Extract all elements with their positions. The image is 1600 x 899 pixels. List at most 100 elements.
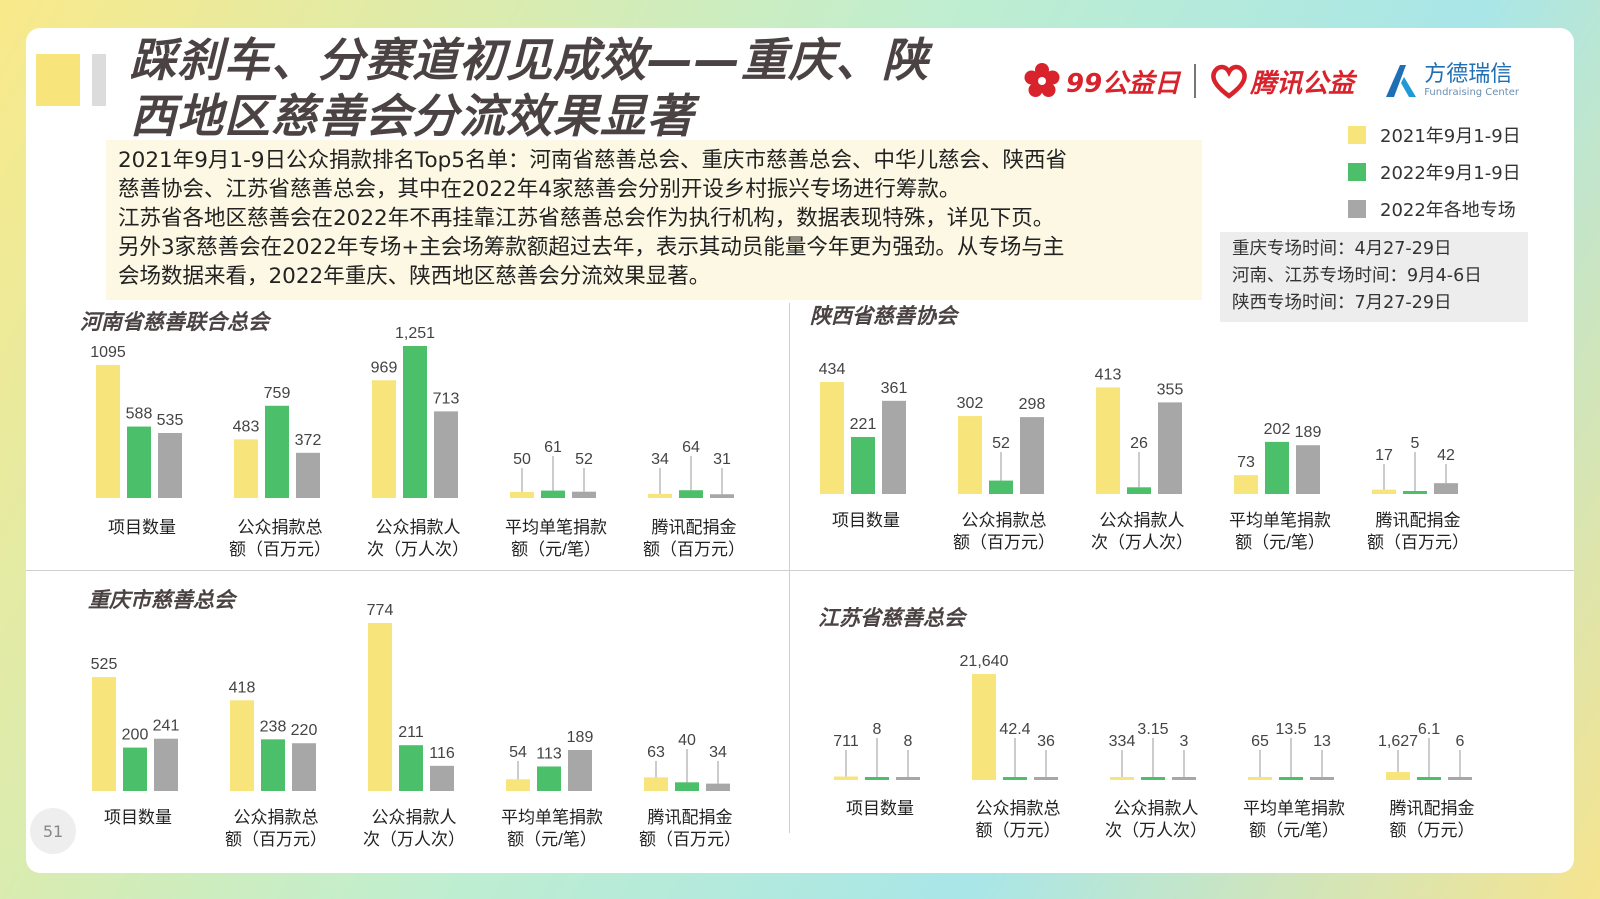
data-label: 200 [122, 727, 149, 744]
bar-2021 [834, 776, 858, 780]
data-label: 8 [904, 733, 913, 750]
page-title: 踩刹车、分赛道初见成效——重庆、陕 西地区慈善会分流效果显著 [130, 32, 990, 144]
panel-title-henan: 河南省慈善联合总会 [80, 310, 269, 334]
data-label: 525 [91, 656, 118, 673]
bar-special [154, 738, 178, 791]
summary-line: 另外3家慈善会在2022年专场+主会场筹款额超过去年，表示其动员能量今年更为强劲… [118, 235, 1065, 260]
a-mark-icon [1386, 65, 1417, 97]
bar-2021 [1386, 772, 1410, 780]
data-label: 42 [1437, 447, 1455, 464]
note-line: 重庆专场时间：4月27-29日 [1232, 239, 1452, 259]
category-label: 项目数量 [832, 511, 900, 530]
bar-2022 [1265, 441, 1289, 494]
bar-2021 [1234, 475, 1258, 494]
category-label: 项目数量 [108, 518, 176, 537]
data-label: 241 [153, 718, 180, 735]
bar-2022 [399, 745, 423, 791]
bar-2022 [851, 436, 875, 494]
data-label: 6.1 [1418, 721, 1440, 738]
data-label: 61 [544, 439, 562, 456]
bar-2021 [1372, 489, 1396, 494]
data-label: 113 [536, 745, 562, 762]
category-label: 额（元/笔） [1235, 533, 1325, 552]
bar-special [1158, 402, 1182, 494]
logo-separator [1194, 64, 1197, 98]
bar-2021 [972, 674, 996, 780]
data-label: 588 [126, 406, 153, 423]
data-label: 334 [1109, 733, 1136, 750]
data-label: 6 [1456, 733, 1465, 750]
category-label: 公众捐款总 [234, 808, 319, 827]
data-label: 40 [678, 732, 696, 749]
bar-2022 [1403, 491, 1427, 494]
data-label: 21,640 [960, 653, 1009, 670]
data-label: 535 [157, 412, 184, 429]
data-label: 413 [1095, 366, 1122, 383]
bar-2021 [1248, 777, 1272, 780]
data-label: 17 [1375, 447, 1393, 464]
data-label: 418 [229, 679, 256, 696]
logo-fundraising-center: 方德瑞信 Fundraising Center [1382, 61, 1519, 101]
panel-title-jiangsu: 江苏省慈善总会 [818, 606, 965, 630]
legend-swatch-special [1348, 199, 1366, 218]
data-label: 116 [429, 745, 455, 762]
category-label: 次（万人次） [1091, 533, 1193, 552]
data-label: 8 [873, 721, 882, 738]
category-label: 额（元/笔） [507, 830, 597, 849]
bar-special [1448, 777, 1472, 780]
data-label: 1,627 [1378, 733, 1418, 750]
data-label: 3 [1180, 733, 1189, 750]
category-label: 公众捐款人 [1114, 799, 1199, 818]
category-label: 项目数量 [846, 799, 914, 818]
data-label: 355 [1157, 381, 1184, 398]
category-label: 额（百万元） [639, 830, 741, 849]
data-label: 34 [651, 451, 669, 468]
category-label: 平均单笔捐款 [1243, 799, 1345, 818]
bar-special [706, 783, 730, 791]
data-label: 189 [567, 729, 594, 746]
data-label: 26 [1130, 435, 1148, 452]
data-label: 65 [1251, 733, 1269, 750]
bar-special [434, 411, 458, 498]
summary-line: 2021年9月1-9日公众捐款排名Top5名单：河南省慈善总会、重庆市慈善总会、… [118, 148, 1067, 173]
bar-2022 [679, 490, 703, 498]
page-title-line-2: 西地区慈善会分流效果显著 [130, 89, 694, 143]
summary-box: 2021年9月1-9日公众捐款排名Top5名单：河南省慈善总会、重庆市慈善总会、… [106, 140, 1202, 300]
data-label: 361 [881, 380, 908, 397]
bar-2021 [234, 439, 258, 498]
summary-line: 慈善协会、江苏省慈善总会，其中在2022年4家慈善会分别开设乡村振兴专场进行筹款… [118, 177, 961, 202]
title-accent-block [36, 54, 80, 106]
logo-fd-subtext: Fundraising Center [1424, 87, 1519, 98]
bar-2021 [230, 700, 254, 791]
legend-swatch-2022 [1348, 162, 1366, 181]
bar-special [882, 400, 906, 494]
legend-item-special: 2022年各地专场 [1348, 190, 1521, 227]
summary-line: 江苏省各地区慈善会在2022年不再挂靠江苏省慈善总会作为执行机构，数据表现特殊，… [118, 206, 1055, 231]
bar-special [1034, 777, 1058, 780]
category-label: 次（万人次） [367, 540, 469, 559]
divider-horizontal [26, 570, 1574, 571]
category-label: 公众捐款总 [962, 511, 1047, 530]
bar-special [158, 432, 182, 498]
category-label: 公众捐款总 [238, 518, 323, 537]
data-label: 50 [513, 451, 531, 468]
legend-swatch-2021 [1348, 125, 1366, 144]
legend: 2021年9月1-9日 2022年9月1-9日 2022年各地专场 [1348, 116, 1521, 227]
bar-special [710, 494, 734, 498]
bar-2022 [675, 782, 699, 791]
data-label: 238 [260, 718, 287, 735]
category-label: 额（百万元） [953, 533, 1055, 552]
data-label: 13.5 [1275, 721, 1306, 738]
category-label: 公众捐款人 [372, 808, 457, 827]
data-label: 220 [291, 722, 318, 739]
bar-2022 [989, 480, 1013, 494]
category-label: 额（百万元） [643, 540, 745, 559]
bar-2022 [403, 346, 427, 498]
note-line: 河南、江苏专场时间：9月4-6日 [1232, 266, 1482, 286]
data-label: 202 [1264, 421, 1291, 438]
data-label: 1095 [90, 344, 126, 361]
bar-special [568, 749, 592, 791]
data-label: 483 [233, 418, 260, 435]
data-label: 969 [371, 359, 398, 376]
